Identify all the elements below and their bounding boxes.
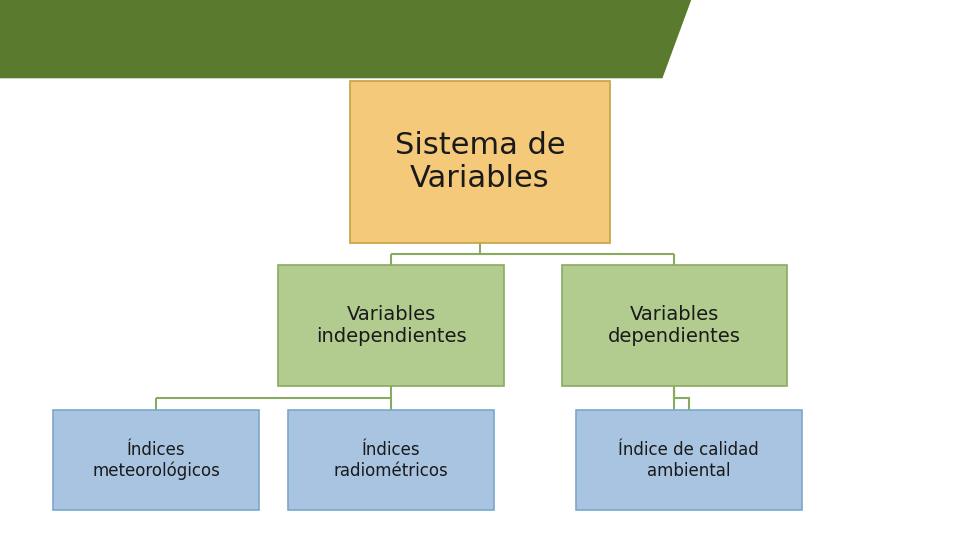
Text: Variables
independientes: Variables independientes	[316, 305, 467, 346]
FancyBboxPatch shape	[576, 410, 802, 510]
Polygon shape	[0, 0, 691, 78]
Text: Variables
dependientes: Variables dependientes	[608, 305, 741, 346]
Text: Índices
radiométricos: Índices radiométricos	[334, 441, 448, 480]
Text: Índice de calidad
ambiental: Índice de calidad ambiental	[618, 441, 759, 480]
Text: Sistema de
Variables: Sistema de Variables	[395, 131, 565, 193]
FancyBboxPatch shape	[278, 265, 504, 386]
FancyBboxPatch shape	[288, 410, 494, 510]
FancyBboxPatch shape	[53, 410, 259, 510]
FancyBboxPatch shape	[350, 81, 610, 243]
Text: Índices
meteorológicos: Índices meteorológicos	[92, 441, 220, 480]
FancyBboxPatch shape	[562, 265, 787, 386]
